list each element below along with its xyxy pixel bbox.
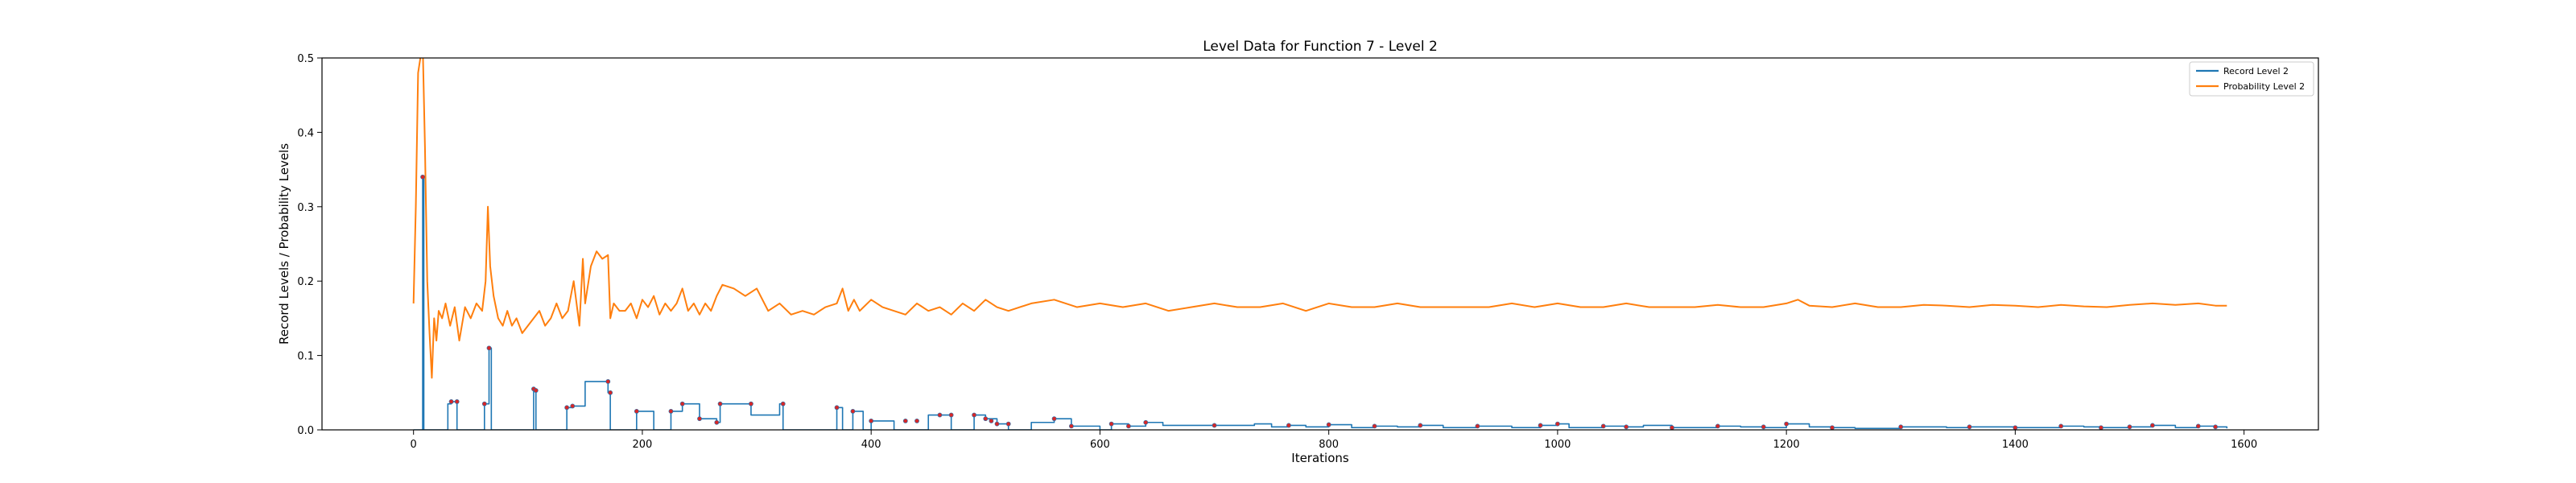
record-marker	[1761, 424, 1766, 430]
record-marker	[1143, 419, 1149, 425]
plot-area	[321, 57, 2319, 431]
y-tick-label: 0.1	[297, 351, 314, 363]
record-marker	[1554, 421, 1560, 427]
record-marker	[1670, 425, 1674, 430]
legend: Record Level 2 Probability Level 2	[2189, 61, 2314, 97]
record-marker	[634, 408, 639, 414]
record-marker	[1126, 423, 1131, 429]
x-tick-label: 0	[411, 439, 417, 451]
record-marker	[717, 401, 723, 407]
record-marker	[780, 401, 786, 407]
record-marker	[1624, 424, 1629, 430]
x-tick-label: 400	[861, 439, 881, 451]
legend-label-probability: Probability Level 2	[2223, 81, 2305, 92]
record-marker	[1898, 424, 1904, 430]
record-marker	[994, 421, 1000, 427]
record-marker	[914, 419, 919, 423]
y-tick-label: 0.2	[297, 276, 314, 288]
record-marker	[486, 345, 492, 351]
record-marker	[1068, 423, 1074, 429]
record-marker	[2099, 425, 2103, 430]
record-marker	[2150, 423, 2155, 428]
x-axis-label: Iterations	[1291, 451, 1349, 465]
record-marker	[902, 419, 908, 423]
record-marker	[1286, 423, 1291, 428]
record-marker	[1372, 423, 1377, 429]
chart-title: Level Data for Function 7 - Level 2	[1203, 39, 1438, 55]
x-tick-label: 200	[633, 439, 653, 451]
record-marker	[1600, 423, 1606, 429]
record-marker	[1475, 423, 1480, 429]
probability-level-line	[412, 58, 2227, 379]
plot-background	[322, 58, 2318, 430]
legend-label-record: Record Level 2	[2223, 66, 2289, 76]
record-marker	[570, 403, 576, 409]
x-tick-label: 1600	[2231, 439, 2257, 451]
record-marker	[2195, 423, 2201, 429]
record-marker	[668, 408, 674, 414]
record-marker	[454, 398, 460, 404]
x-tick-label: 800	[1319, 439, 1339, 451]
record-marker	[1005, 421, 1011, 427]
record-marker	[834, 405, 840, 411]
y-tick-label: 0.5	[297, 53, 314, 65]
record-marker	[2213, 424, 2218, 430]
record-marker	[420, 174, 425, 180]
record-marker	[1538, 423, 1543, 428]
x-tick-label: 1200	[1773, 439, 1800, 451]
record-marker	[1051, 416, 1057, 422]
record-marker	[605, 379, 611, 384]
y-tick-label: 0.4	[297, 127, 314, 139]
record-marker	[948, 412, 954, 418]
record-marker	[448, 398, 454, 404]
record-marker	[989, 419, 994, 423]
record-marker	[1715, 423, 1720, 429]
x-tick-label: 1000	[1544, 439, 1571, 451]
record-marker	[608, 390, 613, 395]
record-marker	[1108, 421, 1114, 427]
x-tick-label: 1400	[2002, 439, 2029, 451]
record-marker	[972, 412, 976, 418]
record-marker	[2058, 423, 2064, 429]
record-marker	[749, 401, 753, 407]
y-axis-label: Record Levels / Probability Levels	[277, 143, 291, 345]
record-marker	[697, 416, 702, 422]
x-axis: 0 200 400 600 800 1000 1200 1400 1600	[411, 430, 2257, 451]
record-marker	[1784, 421, 1790, 427]
marker-layer	[420, 174, 2218, 430]
record-marker	[2013, 425, 2018, 430]
record-marker	[679, 401, 685, 407]
record-marker	[1212, 423, 1217, 428]
x-tick-label: 600	[1090, 439, 1110, 451]
record-marker	[714, 419, 720, 425]
y-tick-label: 0.0	[297, 425, 314, 437]
record-marker	[481, 401, 487, 407]
record-marker	[850, 408, 856, 414]
record-marker	[869, 419, 874, 423]
record-marker	[983, 416, 989, 422]
record-marker	[2127, 424, 2132, 430]
record-marker	[937, 412, 943, 418]
y-tick-label: 0.3	[297, 202, 314, 214]
plot-frame	[321, 57, 2319, 431]
record-marker	[1830, 425, 1835, 430]
record-marker	[1967, 424, 1972, 430]
record-marker	[1418, 423, 1423, 428]
record-marker	[1326, 422, 1331, 427]
record-marker	[564, 405, 570, 411]
record-marker	[533, 388, 539, 393]
y-axis: 0.0 0.1 0.2 0.3 0.4 0.5	[297, 53, 322, 437]
legend-box	[2189, 61, 2314, 97]
